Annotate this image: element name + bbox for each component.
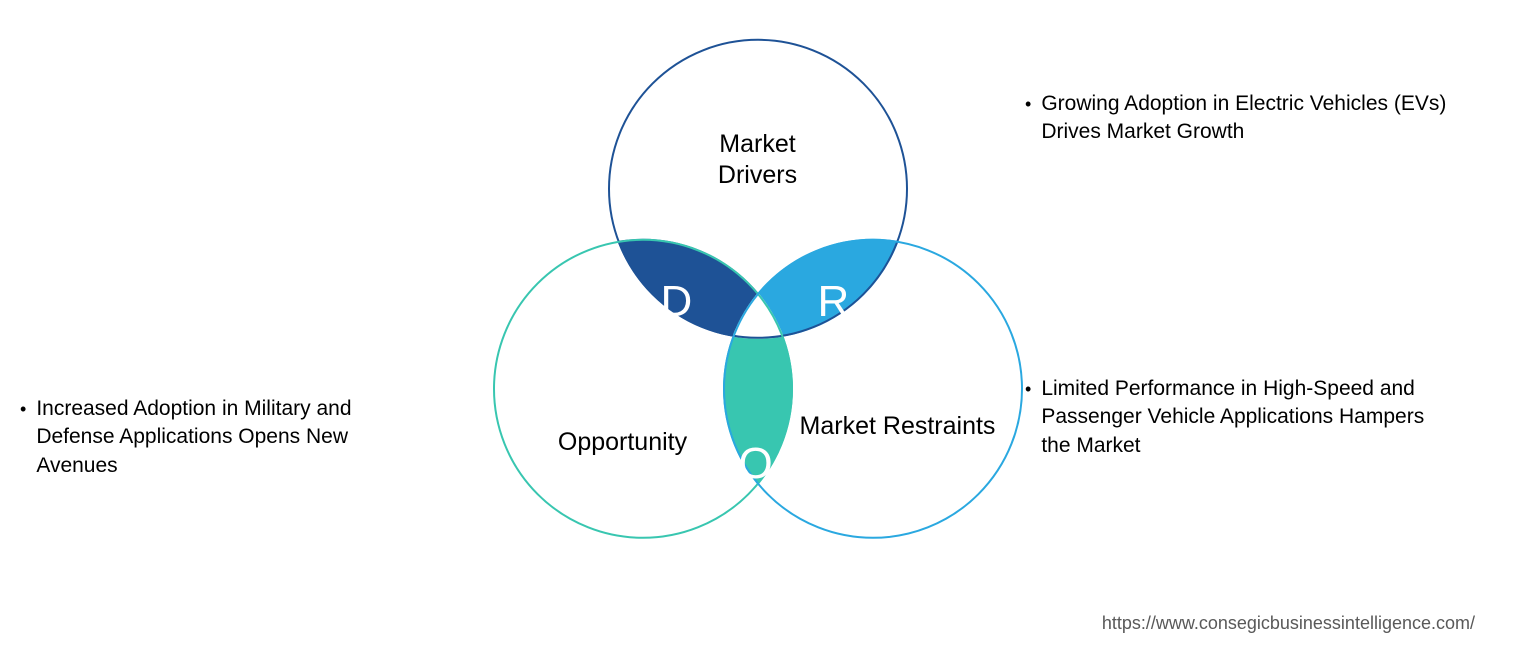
bullet-restraints: Limited Performance in High-Speed and Pa… xyxy=(1025,375,1425,460)
bullet-drivers: Growing Adoption in Electric Vehicles (E… xyxy=(1025,90,1465,147)
bullet-restraints-text: Limited Performance in High-Speed and Pa… xyxy=(1041,375,1425,460)
label-market-drivers: Market Drivers xyxy=(678,129,838,192)
letter-d: D xyxy=(661,277,693,327)
circle-market-restraints xyxy=(723,239,1023,539)
venn-diagram: Market Drivers Opportunity Market Restra… xyxy=(458,39,1058,599)
label-market-restraints: Market Restraints xyxy=(798,411,998,442)
letter-r: R xyxy=(818,277,850,327)
label-opportunity: Opportunity xyxy=(533,427,713,458)
bullet-opportunity-text: Increased Adoption in Military and Defen… xyxy=(36,395,385,480)
footer-url: https://www.consegicbusinessintelligence… xyxy=(1102,613,1475,634)
bullet-drivers-text: Growing Adoption in Electric Vehicles (E… xyxy=(1041,90,1465,147)
bullet-opportunity: Increased Adoption in Military and Defen… xyxy=(20,395,385,480)
letter-o: O xyxy=(739,439,773,489)
